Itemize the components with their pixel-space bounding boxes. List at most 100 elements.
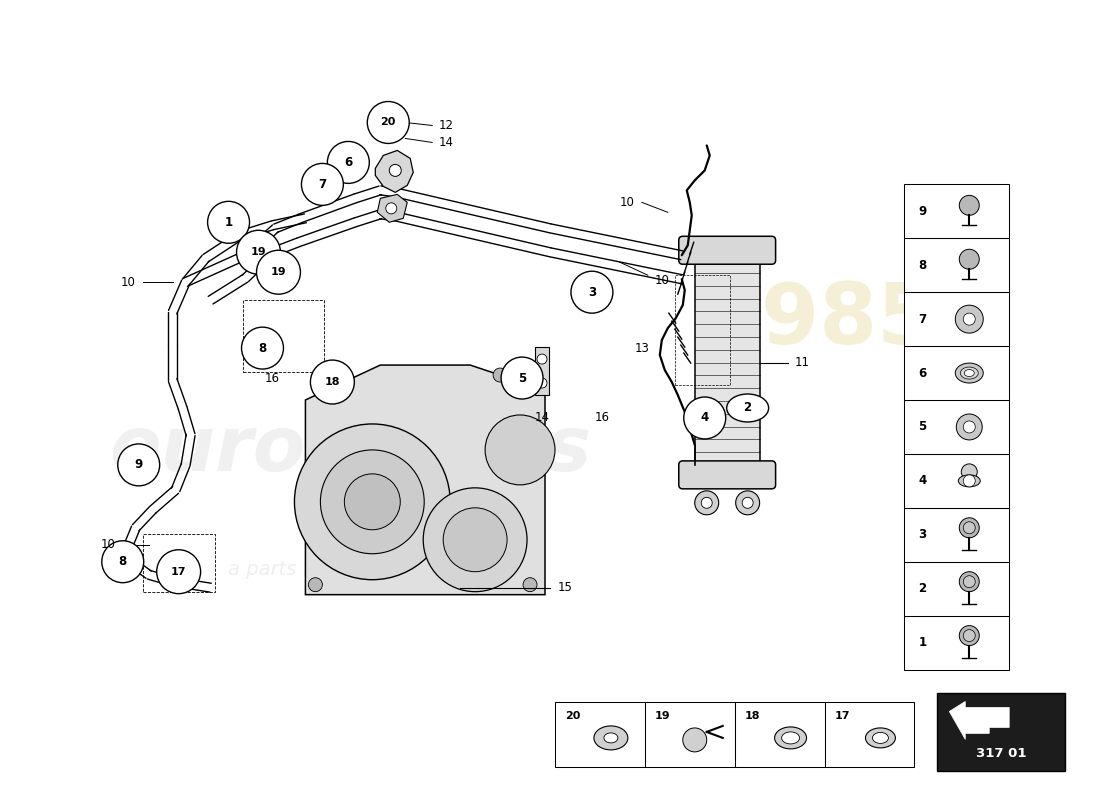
Circle shape (537, 378, 547, 388)
Text: eurostones: eurostones (109, 413, 592, 487)
Circle shape (742, 498, 754, 508)
Bar (645, 702, 735, 767)
Text: 5: 5 (518, 371, 526, 385)
Ellipse shape (872, 733, 889, 743)
Text: 9: 9 (918, 205, 926, 218)
Circle shape (242, 327, 284, 369)
Circle shape (961, 464, 977, 480)
Text: 1: 1 (918, 636, 926, 649)
Circle shape (236, 230, 280, 274)
Polygon shape (306, 365, 544, 594)
Circle shape (502, 357, 543, 399)
Text: 14: 14 (535, 411, 550, 425)
Text: 13: 13 (635, 342, 649, 354)
Text: 7: 7 (918, 313, 926, 326)
Text: 20: 20 (565, 711, 581, 722)
Text: 5: 5 (918, 421, 926, 434)
Circle shape (571, 271, 613, 313)
Circle shape (328, 142, 370, 183)
Text: 17: 17 (170, 566, 186, 577)
Circle shape (314, 373, 328, 387)
Bar (556, 702, 645, 767)
Text: 4: 4 (701, 411, 708, 425)
Circle shape (537, 354, 547, 364)
Text: 2: 2 (744, 402, 751, 414)
Text: 3: 3 (918, 528, 926, 542)
Text: 6: 6 (344, 156, 352, 169)
Text: 15: 15 (558, 581, 573, 594)
Circle shape (156, 550, 200, 594)
Ellipse shape (594, 726, 628, 750)
Bar (735, 702, 825, 767)
Text: 11: 11 (794, 356, 810, 369)
Bar (904, 508, 1009, 562)
Text: 19: 19 (271, 267, 286, 278)
Circle shape (295, 424, 450, 580)
Ellipse shape (727, 394, 769, 422)
Circle shape (320, 450, 425, 554)
Text: a parts finder since 1985: a parts finder since 1985 (228, 560, 473, 579)
Bar (143, 534, 214, 592)
Ellipse shape (958, 475, 980, 487)
Text: 9: 9 (134, 458, 143, 471)
Circle shape (310, 360, 354, 404)
Bar (535, 347, 549, 395)
Circle shape (389, 165, 402, 176)
Circle shape (308, 578, 322, 592)
Circle shape (956, 414, 982, 440)
Text: 10: 10 (121, 276, 135, 289)
Circle shape (301, 163, 343, 206)
Circle shape (684, 397, 726, 439)
Ellipse shape (960, 367, 978, 379)
Ellipse shape (782, 732, 800, 744)
Bar (904, 346, 1009, 400)
Text: 3: 3 (587, 286, 596, 298)
Circle shape (964, 421, 976, 433)
Circle shape (424, 488, 527, 592)
Bar (937, 694, 1065, 771)
Bar (695, 260, 760, 465)
Circle shape (102, 541, 144, 582)
Circle shape (367, 102, 409, 143)
FancyBboxPatch shape (679, 461, 776, 489)
Circle shape (959, 518, 979, 538)
Ellipse shape (866, 728, 895, 748)
Polygon shape (375, 150, 414, 192)
Text: 10: 10 (101, 538, 116, 551)
Circle shape (208, 202, 250, 243)
Circle shape (256, 250, 300, 294)
Circle shape (493, 368, 507, 382)
Text: 8: 8 (918, 258, 926, 272)
Text: 1: 1 (224, 216, 232, 229)
Circle shape (485, 415, 556, 485)
Circle shape (964, 630, 976, 642)
Text: 18: 18 (324, 377, 340, 387)
Text: 8: 8 (119, 555, 126, 568)
Circle shape (701, 498, 712, 508)
Circle shape (118, 444, 160, 486)
Circle shape (683, 728, 706, 752)
Circle shape (964, 576, 976, 588)
Bar (904, 616, 1009, 670)
Bar (904, 184, 1009, 238)
Circle shape (964, 475, 976, 487)
Ellipse shape (604, 733, 618, 743)
Text: 10: 10 (654, 274, 670, 286)
Polygon shape (949, 702, 1009, 739)
Bar (904, 292, 1009, 346)
Text: 18: 18 (745, 711, 760, 722)
Circle shape (443, 508, 507, 572)
Bar (904, 400, 1009, 454)
Text: 17: 17 (835, 711, 850, 722)
Circle shape (959, 626, 979, 646)
Text: 7: 7 (318, 178, 327, 191)
Ellipse shape (965, 370, 975, 377)
Text: 19: 19 (654, 711, 671, 722)
Circle shape (959, 195, 979, 215)
Text: 20: 20 (381, 118, 396, 127)
Circle shape (736, 491, 760, 515)
Text: 6: 6 (918, 366, 926, 379)
Circle shape (964, 522, 976, 534)
Text: 14: 14 (438, 136, 453, 149)
Text: 317 01: 317 01 (976, 747, 1026, 760)
